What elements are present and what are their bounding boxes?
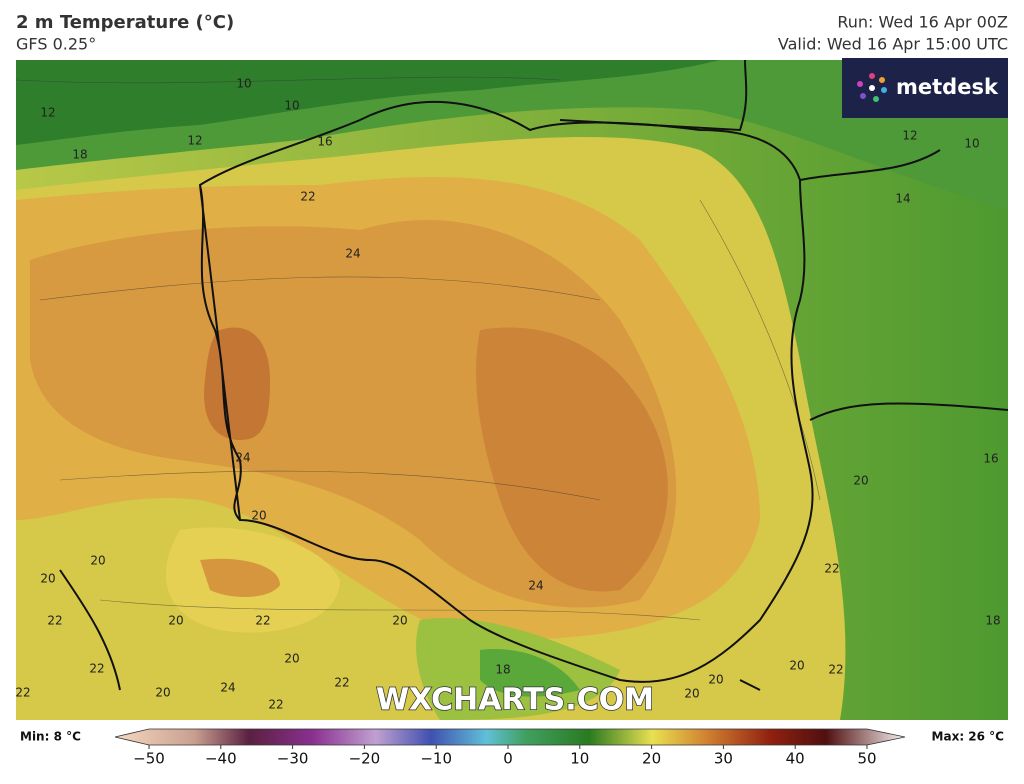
logo-text: metdesk (896, 75, 999, 99)
run-label: Run: Wed 16 Apr 00Z (837, 13, 1008, 32)
contour-label: 20 (708, 673, 723, 687)
contour-label: 20 (392, 614, 407, 628)
valid-label: Valid: Wed 16 Apr 15:00 UTC (778, 35, 1008, 54)
contour-label: 20 (40, 572, 55, 586)
min-label: Min: 8 °C (20, 730, 81, 744)
colorbar-tick-label: −10 (420, 750, 452, 768)
colorbar-tick-label: −50 (133, 750, 165, 768)
contour-label: 22 (89, 662, 104, 676)
contour-label: 20 (155, 686, 170, 700)
contour-label: 10 (284, 99, 299, 113)
contour-label: 22 (255, 614, 270, 628)
contour-label: 22 (828, 663, 843, 677)
contour-label: 20 (684, 687, 699, 701)
contour-label: 22 (334, 676, 349, 690)
contour-label: 18 (495, 663, 510, 677)
contour-label: 20 (284, 652, 299, 666)
colorbar-tick-label: −40 (205, 750, 237, 768)
colorbar-tick-label: −20 (349, 750, 381, 768)
contour-label: 22 (268, 698, 283, 712)
contour-label: 20 (90, 554, 105, 568)
contour-label: 22 (47, 614, 62, 628)
watermark: WXCHARTS.COM (376, 683, 654, 718)
logo-icon (857, 73, 887, 102)
contour-label: 24 (345, 247, 360, 261)
colorbar-tick-label: 20 (642, 750, 661, 768)
colorbar (114, 728, 906, 746)
contour-label: 20 (789, 659, 804, 673)
contour-label: 10 (236, 77, 251, 91)
contour-label: 14 (895, 192, 910, 206)
contour-label: 22 (300, 190, 315, 204)
contour-label: 24 (220, 681, 235, 695)
contour-label: 20 (251, 509, 266, 523)
contour-label: 24 (235, 451, 250, 465)
contour-label: 20 (168, 614, 183, 628)
colorbar-tick-label: 30 (714, 750, 733, 768)
colorbar-tick-label: 40 (786, 750, 805, 768)
contour-label: 22 (15, 686, 30, 700)
contour-label: 20 (853, 474, 868, 488)
contour-label: 22 (824, 562, 839, 576)
contour-label: 12 (187, 134, 202, 148)
contour-label: 18 (985, 614, 1000, 628)
contour-label: 16 (317, 135, 332, 149)
country-border (198, 100, 814, 683)
colorbar-tick-label: 0 (503, 750, 513, 768)
contour-label: 18 (72, 148, 87, 162)
map (16, 60, 1008, 720)
colorbar-tick-label: −30 (277, 750, 309, 768)
model-label: GFS 0.25° (16, 35, 96, 54)
contour-label: 12 (902, 129, 917, 143)
contour-label: 12 (40, 106, 55, 120)
colorbar-tick-label: 10 (570, 750, 589, 768)
map-title: 2 m Temperature (°C) (16, 12, 234, 33)
contour-label: 24 (528, 579, 543, 593)
colorbar-tick-label: 50 (857, 750, 876, 768)
max-label: Max: 26 °C (932, 730, 1005, 744)
contour-label: 10 (964, 137, 979, 151)
contour-label: 16 (983, 452, 998, 466)
